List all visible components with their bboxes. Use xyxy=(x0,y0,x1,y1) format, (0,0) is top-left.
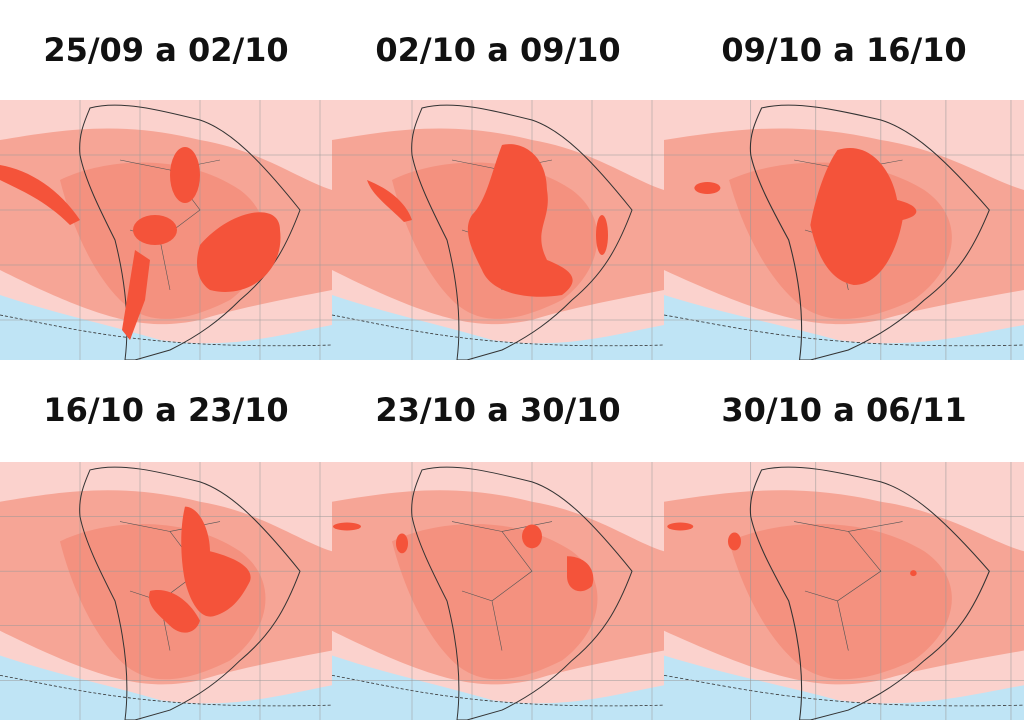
panel-title: 23/10 a 30/10 xyxy=(375,391,621,429)
panel-title: 02/10 a 09/10 xyxy=(375,31,621,69)
panel-title: 09/10 a 16/10 xyxy=(721,31,967,69)
map xyxy=(332,100,664,360)
panel-title: 25/09 a 02/10 xyxy=(43,31,289,69)
panel-title: 16/10 a 23/10 xyxy=(43,391,289,429)
panel-title: 30/10 a 06/11 xyxy=(721,391,967,429)
map xyxy=(664,100,1024,360)
map xyxy=(664,462,1024,720)
map xyxy=(0,100,332,360)
map xyxy=(332,462,664,720)
map xyxy=(0,462,332,720)
